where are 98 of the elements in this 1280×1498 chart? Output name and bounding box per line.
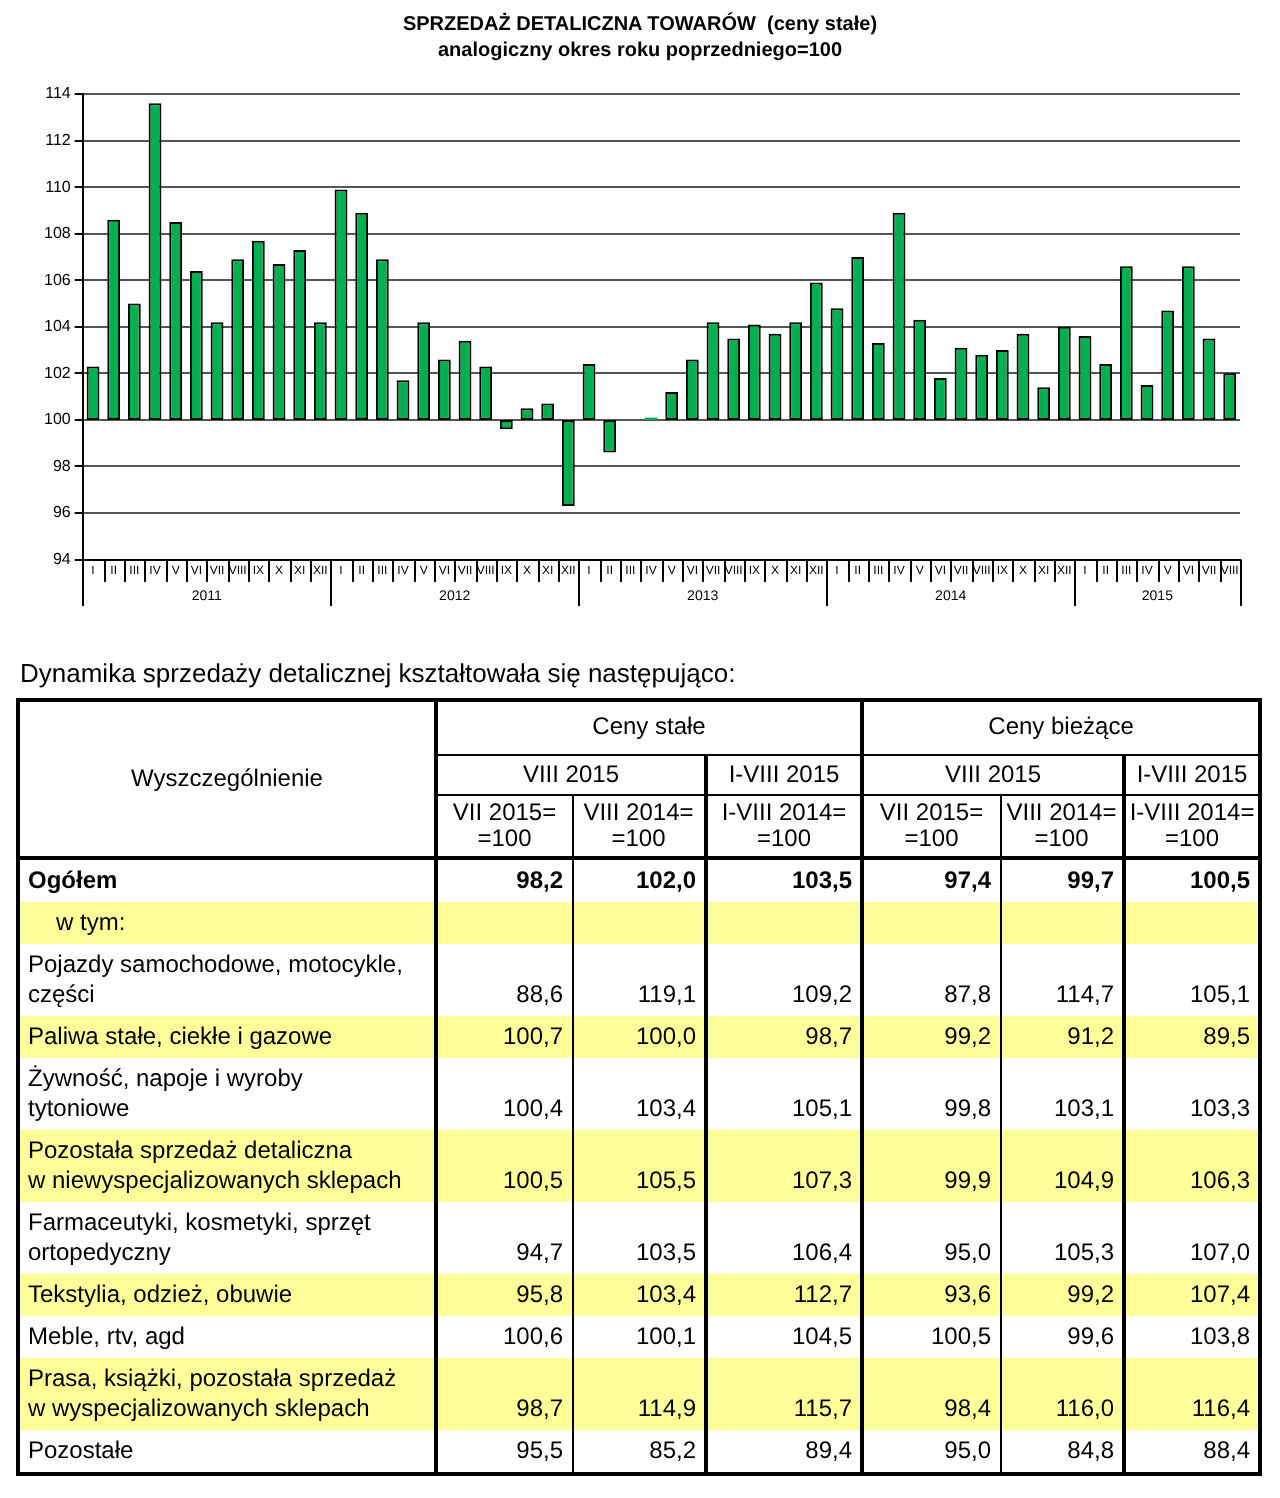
y-tick-label: 112 xyxy=(45,130,72,149)
text: 100,1 xyxy=(635,1322,696,1350)
text: 106,4 xyxy=(791,1238,853,1266)
y-tick-label: 96 xyxy=(52,503,72,522)
category-label: I-VIII 2014= =100 xyxy=(706,794,863,858)
text: 84,8 xyxy=(1067,1436,1115,1464)
category-label: Pozostała sprzedaż detaliczna w niewyspecjalizowanych sklepach xyxy=(28,1136,402,1194)
text: I-VIII 2015 xyxy=(706,754,863,794)
text: 99,6 xyxy=(1067,1322,1115,1350)
y-tick-label: 100 xyxy=(43,410,72,429)
text: 116,4 xyxy=(1191,1394,1251,1422)
text: 95,8 xyxy=(516,1280,563,1308)
text: 89,5 xyxy=(1203,1022,1251,1050)
text: 97,4 xyxy=(944,866,992,894)
y-tick-label: 94 xyxy=(52,550,72,569)
text: 105,5 xyxy=(635,1166,696,1194)
y-tick-label: 114 xyxy=(45,84,72,103)
text: 93,6 xyxy=(944,1280,992,1308)
text: 102,0 xyxy=(635,866,696,894)
text: 103,4 xyxy=(635,1094,696,1122)
text: 91,2 xyxy=(1067,1022,1115,1050)
text: 100,6 xyxy=(502,1322,563,1350)
text: 100,0 xyxy=(635,1022,696,1050)
text: 107,3 xyxy=(791,1166,853,1194)
text: 98,7 xyxy=(516,1394,563,1422)
category-label: Tekstylia, odzież, obuwie xyxy=(28,1280,293,1308)
text: 103,1 xyxy=(1053,1094,1115,1122)
y-tick-label: 110 xyxy=(45,177,72,196)
text: 94,7 xyxy=(516,1238,563,1266)
text: 114,7 xyxy=(1055,980,1115,1008)
text: 112,7 xyxy=(793,1280,853,1308)
text: 87,8 xyxy=(944,980,992,1008)
y-tick-label: 106 xyxy=(43,270,72,289)
text: 103,3 xyxy=(1189,1094,1251,1122)
text: 115,7 xyxy=(793,1394,853,1422)
text: 100,5 xyxy=(1189,866,1251,894)
y-tick-label: 104 xyxy=(43,317,72,336)
category-label: Żywność, napoje i wyroby tytoniowe xyxy=(28,1064,303,1122)
text: 99,2 xyxy=(944,1022,992,1050)
text: 99,2 xyxy=(1067,1280,1115,1308)
category-label: Meble, rtv, agd xyxy=(28,1322,185,1350)
text: 85,2 xyxy=(649,1436,696,1464)
y-tick-label: 102 xyxy=(43,363,72,382)
text: 107,0 xyxy=(1189,1238,1251,1266)
text: Dynamika sprzedaży detalicznej kształtowała się następująco: xyxy=(20,658,738,690)
y-tick-label: 98 xyxy=(52,456,72,475)
text: 103,8 xyxy=(1189,1322,1251,1350)
category-label: VII 2015= =100 xyxy=(862,794,1001,858)
text: Ceny stałe xyxy=(436,700,863,754)
category-label: VIII 2014= =100 xyxy=(572,794,706,858)
text: 100,5 xyxy=(502,1166,563,1194)
text: 95,0 xyxy=(944,1238,992,1266)
chart-subtitle: analogiczny okres roku poprzedniego=100 xyxy=(437,39,843,62)
text: 98,7 xyxy=(805,1022,853,1050)
y-tick-label: 108 xyxy=(43,224,72,243)
text: I-VIII 2015 xyxy=(1124,754,1261,794)
text: 105,3 xyxy=(1053,1238,1115,1266)
text: 100,7 xyxy=(502,1022,563,1050)
text: 100,5 xyxy=(930,1322,992,1350)
text: 103,5 xyxy=(635,1238,696,1266)
category-label: Farmaceutyki, kosmetyki, sprzęt ortopedyczny xyxy=(28,1208,371,1266)
category-label: Paliwa stałe, ciekłe i gazowe xyxy=(28,1022,333,1050)
text: 114,9 xyxy=(637,1394,696,1422)
chart-title: SPRZEDAŻ DETALICZNA TOWARÓW (ceny stałe) xyxy=(402,11,878,36)
text: 95,5 xyxy=(516,1436,563,1464)
text: 99,9 xyxy=(944,1166,992,1194)
text: 99,7 xyxy=(1067,866,1115,894)
text: 106,3 xyxy=(1189,1166,1251,1194)
text: 95,0 xyxy=(944,1436,992,1464)
text: Ceny bieżące xyxy=(862,700,1261,754)
category-label: w tym: xyxy=(56,908,126,936)
text: 98,2 xyxy=(516,866,563,894)
text: 103,4 xyxy=(635,1280,696,1308)
text: 88,4 xyxy=(1203,1436,1251,1464)
text: VIII 2015 xyxy=(862,754,1125,794)
text: 88,6 xyxy=(516,980,563,1008)
text: VIII 2015 xyxy=(436,754,706,794)
category-label: Pozostałe xyxy=(28,1436,134,1464)
category-label: Pojazdy samochodowe, motocykle, części xyxy=(28,950,403,1008)
text: 98,4 xyxy=(944,1394,992,1422)
category-label: VII 2015= =100 xyxy=(436,794,572,858)
text: 119,1 xyxy=(637,980,696,1008)
text: 100,4 xyxy=(502,1094,563,1122)
text: Wyszczególnienie xyxy=(18,700,436,858)
category-label: VIII 2014= =100 xyxy=(1000,794,1125,858)
text: 105,1 xyxy=(1189,980,1251,1008)
text: 116,0 xyxy=(1055,1394,1115,1422)
text: 104,9 xyxy=(1053,1166,1115,1194)
text: 105,1 xyxy=(791,1094,853,1122)
text: 89,4 xyxy=(805,1436,853,1464)
text: 103,5 xyxy=(791,866,853,894)
text: 104,5 xyxy=(791,1322,853,1350)
text: 107,4 xyxy=(1189,1280,1251,1308)
category-label: Ogółem xyxy=(28,866,118,894)
text: 109,2 xyxy=(791,980,853,1008)
text: 99,8 xyxy=(944,1094,992,1122)
category-label: Prasa, książki, pozostała sprzedaż w wyspecjalizowanych sklepach xyxy=(28,1364,397,1422)
category-label: I-VIII 2014= =100 xyxy=(1124,794,1261,858)
